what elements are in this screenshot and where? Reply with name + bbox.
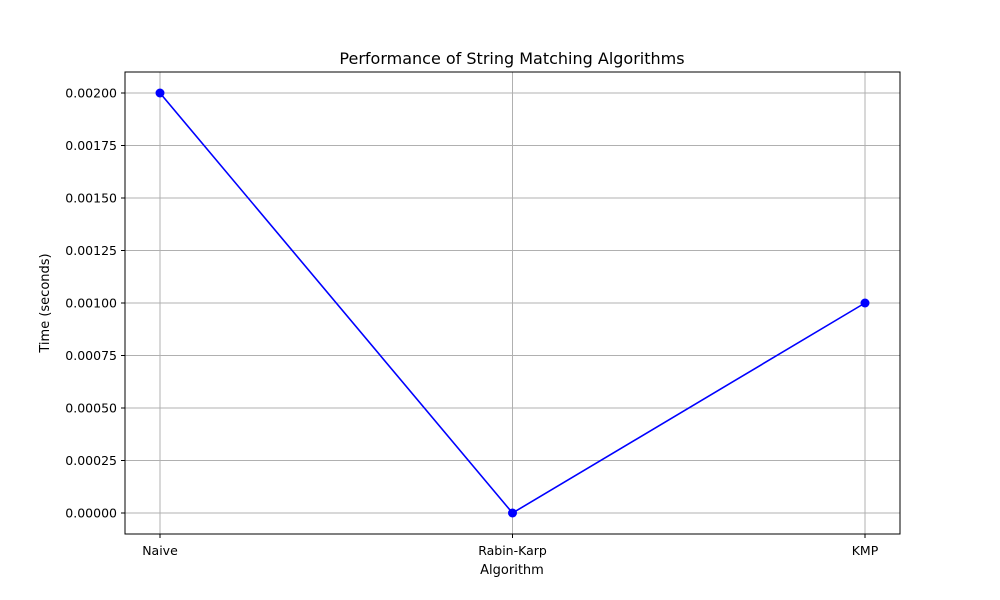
x-tick-label: KMP [852,543,879,558]
chart-title: Performance of String Matching Algorithm… [339,49,684,68]
x-tick-label: Naive [142,543,178,558]
y-tick-label: 0.00150 [65,191,117,206]
data-point-marker [860,298,870,308]
y-tick-label: 0.00075 [65,348,117,363]
y-tick-label: 0.00000 [65,506,117,521]
x-tick-label: Rabin-Karp [478,543,547,558]
y-tick-label: 0.00100 [65,296,117,311]
y-axis-label: Time (seconds) [38,253,53,353]
y-tick-label: 0.00050 [65,401,117,416]
x-axis-label: Algorithm [480,563,544,578]
x-axis-ticks: Naive Rabin-Karp KMP [142,534,879,558]
data-point-marker [155,88,165,98]
data-point-marker [508,508,517,518]
y-tick-label: 0.00125 [65,243,117,258]
y-tick-label: 0.00200 [65,86,117,101]
y-tick-label: 0.00175 [65,138,117,153]
series-layer [155,88,870,518]
y-axis-ticks: 0.00000 0.00025 0.00050 0.00075 0.00100 0.001… [65,86,125,521]
grid-layer [125,72,900,534]
y-tick-label: 0.00025 [65,453,117,468]
